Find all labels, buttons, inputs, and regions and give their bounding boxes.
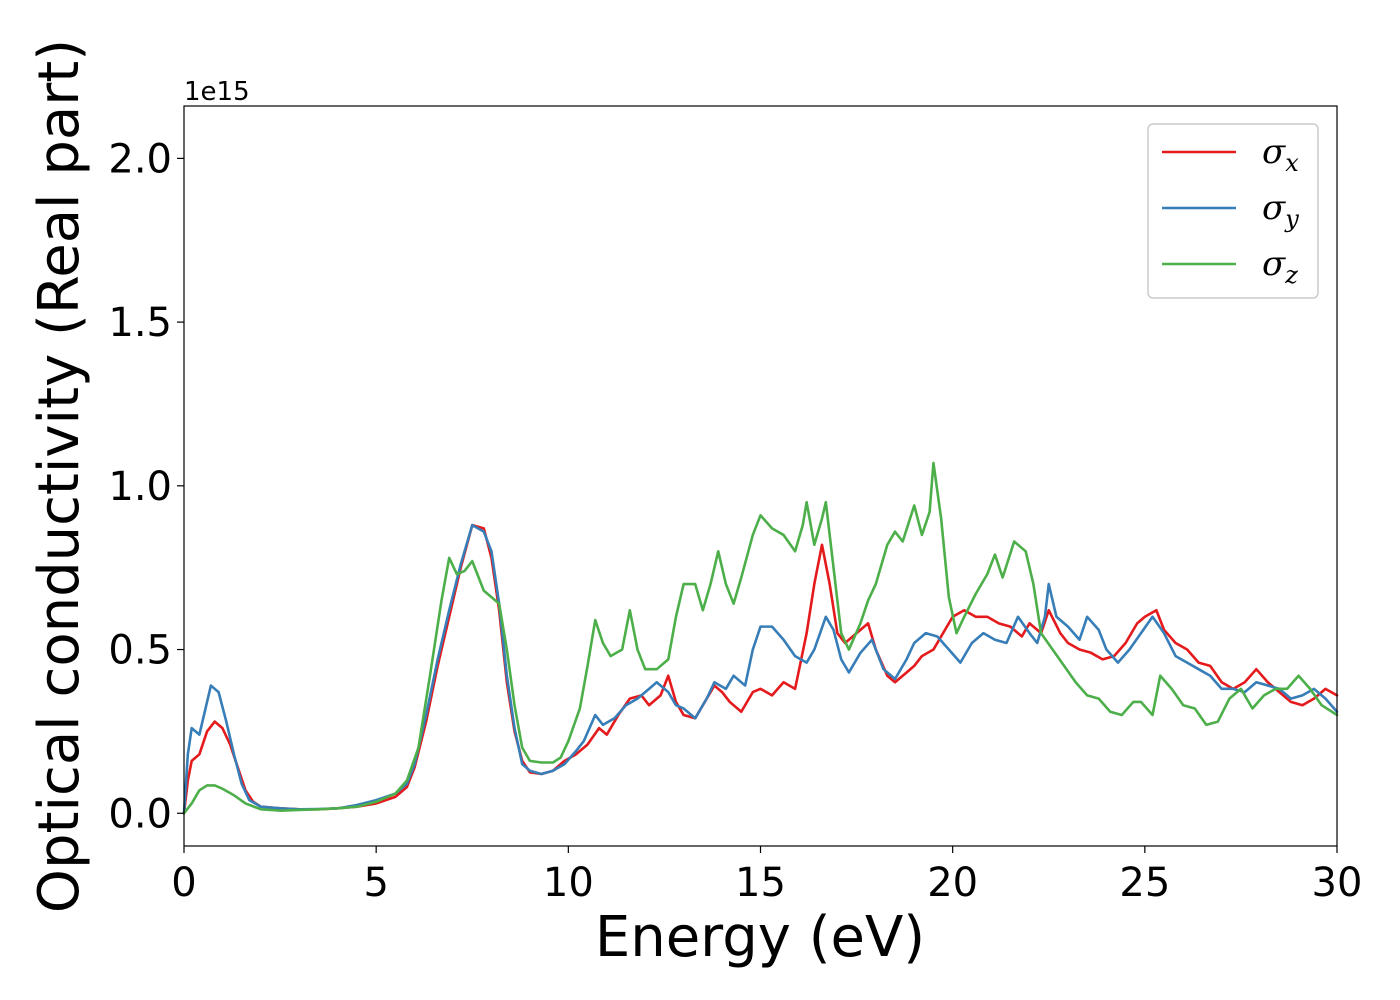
legend-symbol: σ: [1262, 244, 1286, 284]
y-tick-label: 0.0: [108, 791, 172, 837]
legend-subscript: y: [1284, 205, 1299, 233]
legend-label-z: σz: [1262, 244, 1298, 289]
x-axis: 0 5 10 15 20 25 30: [171, 846, 1362, 906]
y-tick-label: 1.0: [108, 464, 172, 510]
x-tick-label: 20: [927, 860, 978, 906]
y-tick-label: 2.0: [108, 136, 172, 182]
legend-label-y: σy: [1262, 188, 1299, 233]
series-layer: [182, 461, 1339, 815]
legend-frame: [1147, 123, 1319, 299]
y-tick-label: 1.5: [108, 300, 172, 346]
x-axis-label: Energy (eV): [595, 905, 925, 970]
x-tick-label: 0: [171, 860, 196, 906]
series-line-x: [182, 523, 1339, 815]
legend-subscript: x: [1285, 149, 1299, 177]
x-tick-label: 15: [735, 860, 786, 906]
legend-symbol: σ: [1262, 188, 1286, 228]
x-tick-label: 30: [1312, 860, 1363, 906]
x-tick-label: 5: [363, 860, 388, 906]
x-tick-label: 10: [543, 860, 594, 906]
legend-subscript: z: [1284, 261, 1298, 289]
y-axis: 0.0 0.5 1.0 1.5 2.0: [108, 136, 184, 837]
y-tick-label: 0.5: [108, 628, 172, 674]
series-line-z: [182, 461, 1339, 815]
y-axis-multiplier: 1e15: [184, 77, 250, 107]
legend-symbol: σ: [1262, 132, 1286, 172]
legend-label-x: σx: [1262, 132, 1299, 177]
x-tick-label: 25: [1119, 860, 1170, 906]
y-axis-label: Optical conductivity (Real part): [27, 39, 92, 913]
